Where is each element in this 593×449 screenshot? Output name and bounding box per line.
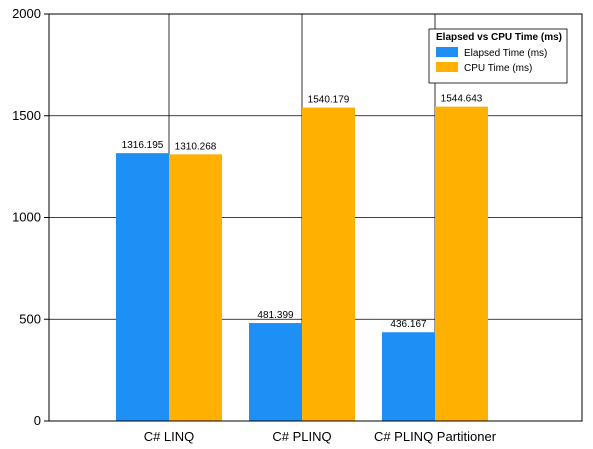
axes: 0 500 1000 1500 2000 C# LINQ C# PLINQ C# PLINQ … [12,6,583,444]
plot-border [48,13,583,422]
y-tick-label: 2000 [12,6,41,21]
legend-label: CPU Time (ms) [464,63,532,74]
legend-swatch [436,62,458,72]
bar-0-0 [116,153,169,422]
bar-0-2 [382,332,435,421]
y-tick-label: 500 [19,311,41,326]
x-tick-label: C# LINQ [144,429,195,444]
data-label: 1544.643 [441,94,483,105]
data-label: 481.399 [257,310,294,321]
legend-swatch [436,47,458,57]
legend-title: Elapsed vs CPU Time (ms) [436,32,562,43]
data-label: 1540.179 [308,95,350,106]
data-label: 1310.268 [175,141,217,152]
data-label: 1316.195 [122,140,164,151]
x-tick-label: C# PLINQ Partitioner [374,429,497,444]
legend-label: Elapsed Time (ms) [464,48,547,59]
y-tick-label: 0 [34,413,41,428]
data-labels: 1316.195 1310.268 481.399 1540.179 436.167 15… [122,94,483,331]
legend: Elapsed vs CPU Time (ms) Elapsed Time (m… [428,28,568,84]
bar-1-1 [302,107,355,421]
bar-0-1 [249,323,302,421]
data-label: 436.167 [390,319,427,330]
bar-1-0 [169,154,222,421]
bar-1-2 [435,106,488,421]
bars [116,106,488,422]
x-tick-label: C# PLINQ [272,429,331,444]
y-tick-label: 1000 [12,210,41,225]
y-tick-label: 1500 [12,108,41,123]
